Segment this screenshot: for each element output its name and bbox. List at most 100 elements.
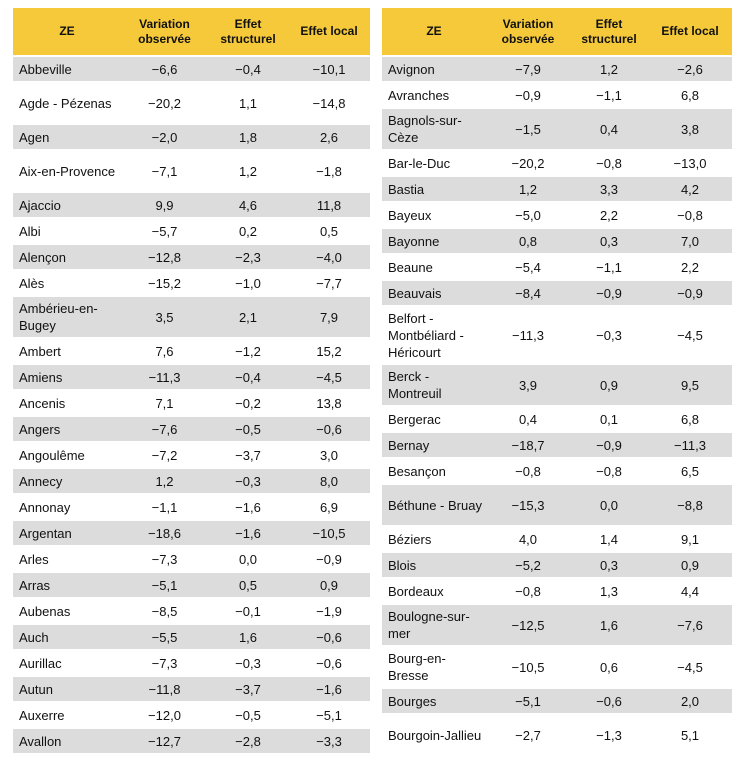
cell-effet-structurel: 0,0 <box>570 483 648 525</box>
table-row: Bagnols-sur-Cèze −1,5 0,4 3,8 <box>382 107 732 149</box>
cell-effet-structurel: −3,7 <box>208 675 288 701</box>
cell-ze: Blois <box>382 551 486 577</box>
cell-effet-structurel: 1,2 <box>208 149 288 191</box>
table-row: Auch −5,5 1,6 −0,6 <box>13 623 370 649</box>
cell-effet-structurel: 1,6 <box>208 623 288 649</box>
cell-ze: Béthune - Bruay <box>382 483 486 525</box>
cell-variation-observee: −1,1 <box>121 493 208 519</box>
table-row: Annecy 1,2 −0,3 8,0 <box>13 467 370 493</box>
table-row: Bergerac 0,4 0,1 6,8 <box>382 405 732 431</box>
cell-effet-structurel: −0,3 <box>570 305 648 363</box>
table-row: Ancenis 7,1 −0,2 13,8 <box>13 389 370 415</box>
cell-effet-structurel: 3,3 <box>570 175 648 201</box>
cell-effet-local: 11,8 <box>288 191 370 217</box>
cell-effet-structurel: −0,4 <box>208 55 288 81</box>
cell-ze: Arles <box>13 545 121 571</box>
left-table-panel: ZE Variation observée Effet structurel E… <box>13 8 370 753</box>
table-row: Beauvais −8,4 −0,9 −0,9 <box>382 279 732 305</box>
cell-ze: Auch <box>13 623 121 649</box>
table-row: Bar-le-Duc −20,2 −0,8 −13,0 <box>382 149 732 175</box>
cell-variation-observee: 4,0 <box>486 525 570 551</box>
cell-variation-observee: −7,3 <box>121 649 208 675</box>
cell-variation-observee: −5,1 <box>486 687 570 713</box>
cell-effet-local: −0,8 <box>648 201 732 227</box>
cell-variation-observee: −7,9 <box>486 55 570 81</box>
cell-ze: Bordeaux <box>382 577 486 603</box>
cell-ze: Bar-le-Duc <box>382 149 486 175</box>
cell-ze: Agde - Pézenas <box>13 81 121 123</box>
cell-effet-structurel: 0,9 <box>570 363 648 405</box>
cell-effet-local: 0,5 <box>288 217 370 243</box>
table-row: Bourg-en-Bresse −10,5 0,6 −4,5 <box>382 645 732 687</box>
cell-effet-local: 3,8 <box>648 107 732 149</box>
cell-variation-observee: −7,2 <box>121 441 208 467</box>
cell-variation-observee: −0,8 <box>486 457 570 483</box>
cell-variation-observee: −8,4 <box>486 279 570 305</box>
cell-effet-local: −10,5 <box>288 519 370 545</box>
cell-variation-observee: −18,7 <box>486 431 570 457</box>
cell-effet-structurel: −0,5 <box>208 701 288 727</box>
header-variation-observee: Variation observée <box>121 8 208 55</box>
table-row: Béziers 4,0 1,4 9,1 <box>382 525 732 551</box>
cell-variation-observee: −11,3 <box>121 363 208 389</box>
table-row: Belfort - Montbéliard - Héricourt −11,3 −0… <box>382 305 732 363</box>
table-row: Amiens −11,3 −0,4 −4,5 <box>13 363 370 389</box>
cell-ze: Bernay <box>382 431 486 457</box>
cell-effet-structurel: −0,9 <box>570 279 648 305</box>
cell-effet-local: −7,7 <box>288 269 370 295</box>
cell-effet-structurel: 0,1 <box>570 405 648 431</box>
cell-effet-local: 2,6 <box>288 123 370 149</box>
cell-ze: Beauvais <box>382 279 486 305</box>
cell-effet-local: 4,2 <box>648 175 732 201</box>
cell-effet-local: −14,8 <box>288 81 370 123</box>
cell-effet-structurel: −1,1 <box>570 81 648 107</box>
cell-effet-local: −2,6 <box>648 55 732 81</box>
cell-effet-local: −4,5 <box>648 305 732 363</box>
cell-effet-structurel: 0,3 <box>570 227 648 253</box>
cell-effet-local: −10,1 <box>288 55 370 81</box>
cell-variation-observee: 0,4 <box>486 405 570 431</box>
cell-effet-structurel: 1,8 <box>208 123 288 149</box>
cell-effet-structurel: 0,3 <box>570 551 648 577</box>
cell-effet-local: −8,8 <box>648 483 732 525</box>
cell-variation-observee: −12,5 <box>486 603 570 645</box>
cell-ze: Amiens <box>13 363 121 389</box>
table-row: Angoulême −7,2 −3,7 3,0 <box>13 441 370 467</box>
table-row: Argentan −18,6 −1,6 −10,5 <box>13 519 370 545</box>
cell-ze: Aurillac <box>13 649 121 675</box>
cell-ze: Auxerre <box>13 701 121 727</box>
cell-ze: Abbeville <box>13 55 121 81</box>
cell-effet-local: 6,5 <box>648 457 732 483</box>
table-row: Bayeux −5,0 2,2 −0,8 <box>382 201 732 227</box>
cell-ze: Avallon <box>13 727 121 753</box>
cell-effet-local: 6,8 <box>648 81 732 107</box>
cell-ze: Albi <box>13 217 121 243</box>
cell-effet-local: −0,6 <box>288 649 370 675</box>
cell-ze: Ambérieu-en-Bugey <box>13 295 121 337</box>
table-row: Alès −15,2 −1,0 −7,7 <box>13 269 370 295</box>
table-row: Bourgoin-Jallieu −2,7 −1,3 5,1 <box>382 713 732 755</box>
cell-effet-local: −0,9 <box>648 279 732 305</box>
cell-effet-local: −4,5 <box>648 645 732 687</box>
table-header-row: ZE Variation observée Effet structurel E… <box>13 8 370 55</box>
cell-variation-observee: −15,3 <box>486 483 570 525</box>
cell-effet-structurel: −1,0 <box>208 269 288 295</box>
cell-ze: Avignon <box>382 55 486 81</box>
cell-variation-observee: −0,8 <box>486 577 570 603</box>
cell-ze: Bourgoin-Jallieu <box>382 713 486 755</box>
cell-effet-local: −11,3 <box>648 431 732 457</box>
cell-ze: Bastia <box>382 175 486 201</box>
table-row: Besançon −0,8 −0,8 6,5 <box>382 457 732 483</box>
cell-variation-observee: −5,5 <box>121 623 208 649</box>
header-ze: ZE <box>382 8 486 55</box>
cell-effet-structurel: 2,2 <box>570 201 648 227</box>
cell-variation-observee: −12,8 <box>121 243 208 269</box>
cell-ze: Ajaccio <box>13 191 121 217</box>
cell-effet-local: −3,3 <box>288 727 370 753</box>
cell-ze: Alès <box>13 269 121 295</box>
table-row: Avranches −0,9 −1,1 6,8 <box>382 81 732 107</box>
cell-variation-observee: −0,9 <box>486 81 570 107</box>
left-table-body: Abbeville −6,6 −0,4 −10,1 Agde - Pézenas −20,… <box>13 55 370 753</box>
cell-effet-structurel: 1,4 <box>570 525 648 551</box>
cell-variation-observee: −5,2 <box>486 551 570 577</box>
